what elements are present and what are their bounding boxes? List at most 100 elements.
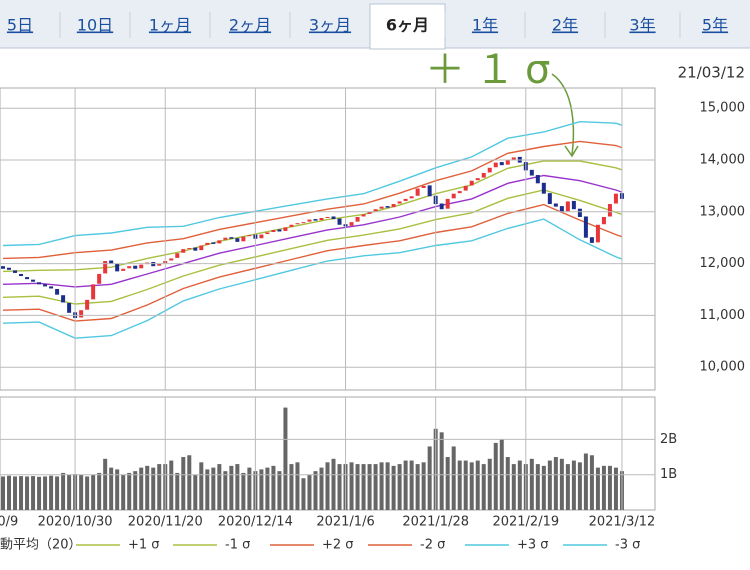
volume-bar — [541, 465, 546, 510]
volume-bar — [241, 472, 246, 510]
x-tick-label: 2021/2/19 — [492, 515, 559, 530]
volume-bar — [211, 467, 216, 510]
date-label: 21/03/12 — [678, 64, 745, 82]
tab[interactable]: 3年 — [629, 16, 655, 35]
volume-bar — [223, 471, 228, 510]
volume-bar — [49, 475, 54, 510]
candle-body — [103, 261, 108, 274]
x-tick-label: 2021/1/6 — [316, 515, 374, 530]
band-line — [2, 140, 623, 260]
volume-bar — [313, 471, 318, 510]
candle-body — [49, 286, 54, 289]
volume-bar — [133, 471, 138, 510]
legend-label: +2 σ — [322, 538, 354, 553]
volume-bar — [337, 464, 342, 510]
volume-bar — [349, 462, 354, 510]
candle-body — [79, 310, 84, 318]
volume-bar — [121, 474, 126, 510]
volume-bar — [37, 476, 42, 510]
volume-bar — [31, 476, 36, 510]
candle-body — [427, 185, 432, 197]
legend-label: 移動平均（20） — [0, 538, 82, 553]
y-tick-label: 13,000 — [700, 204, 746, 219]
candle-body — [37, 282, 42, 285]
volume-bar — [229, 465, 234, 510]
volume-bar — [205, 469, 210, 510]
volume-bar — [157, 464, 162, 510]
candle-body — [31, 279, 36, 282]
band-line — [2, 203, 623, 322]
candle-body — [115, 263, 120, 272]
price-frame — [0, 87, 656, 391]
candle-body — [541, 182, 546, 194]
candle-body — [295, 223, 300, 225]
volume-bar — [445, 457, 450, 510]
x-tick-label: 2021/3/12 — [589, 515, 656, 530]
tab[interactable]: 10日 — [77, 16, 113, 35]
volume-bar — [409, 460, 414, 510]
candle-body — [445, 198, 450, 209]
band-line — [2, 218, 623, 339]
candle-body — [487, 167, 492, 173]
y-tick-label: 11,000 — [700, 308, 746, 323]
candle-body — [277, 229, 282, 232]
volume-bar — [439, 432, 444, 510]
candle-body — [409, 196, 414, 199]
candle-body — [571, 200, 576, 210]
candle-body — [241, 236, 246, 242]
volume-bar — [385, 462, 390, 510]
volume-bar — [55, 476, 60, 510]
candle-body — [169, 258, 174, 261]
volume-bar — [151, 467, 156, 510]
volume-bar — [427, 446, 432, 510]
tab[interactable]: 3ヶ月 — [309, 16, 351, 35]
volume-bar — [463, 460, 468, 510]
volume-bar — [61, 472, 66, 510]
tab[interactable]: 5年 — [702, 16, 728, 35]
candle-body — [355, 216, 360, 222]
candle-body — [511, 157, 516, 160]
candle-body — [385, 206, 390, 208]
volume-bar — [595, 467, 600, 510]
candle-body — [577, 208, 582, 217]
volume-bar — [421, 462, 426, 510]
candle-body — [493, 162, 498, 168]
x-tick-label: 2021/1/28 — [402, 515, 469, 530]
volume-bar — [307, 474, 312, 510]
tab[interactable]: 5日 — [7, 16, 33, 35]
candle-body — [535, 175, 540, 184]
volume-bar — [517, 460, 522, 510]
candle-body — [613, 193, 618, 204]
legend-label: -3 σ — [615, 538, 640, 553]
x-tick-label: 2020/10/9 — [0, 515, 18, 530]
candle-body — [547, 193, 552, 205]
volume-bar — [397, 464, 402, 510]
volume-bar — [127, 472, 132, 510]
volume-bar — [469, 462, 474, 510]
tab[interactable]: 2年 — [552, 16, 578, 35]
tab[interactable]: 2ヶ月 — [229, 16, 271, 35]
candle-body — [481, 172, 486, 178]
candle-body — [139, 264, 144, 269]
volume-bar — [247, 467, 252, 510]
tab[interactable]: 1年 — [472, 16, 498, 35]
candle-body — [217, 240, 222, 244]
volume-bar — [265, 467, 270, 510]
candle-body — [67, 302, 72, 313]
volume-bar — [169, 460, 174, 510]
volume-bar — [415, 464, 420, 510]
y-tick-label: 10,000 — [700, 360, 746, 375]
tab[interactable]: 1ヶ月 — [149, 16, 191, 35]
volume-bar — [403, 460, 408, 510]
legend-label: -2 σ — [420, 538, 445, 553]
volume-bar — [235, 464, 240, 510]
tab[interactable]: 6ヶ月 — [386, 16, 429, 35]
price-plot — [1, 120, 624, 339]
volume-bar — [13, 476, 18, 510]
candle-body — [307, 219, 312, 222]
candle-body — [85, 299, 90, 310]
candle-body — [235, 238, 240, 242]
annotation: ＋１σ — [425, 47, 560, 93]
candle-body — [601, 216, 606, 225]
candle-body — [475, 178, 480, 181]
